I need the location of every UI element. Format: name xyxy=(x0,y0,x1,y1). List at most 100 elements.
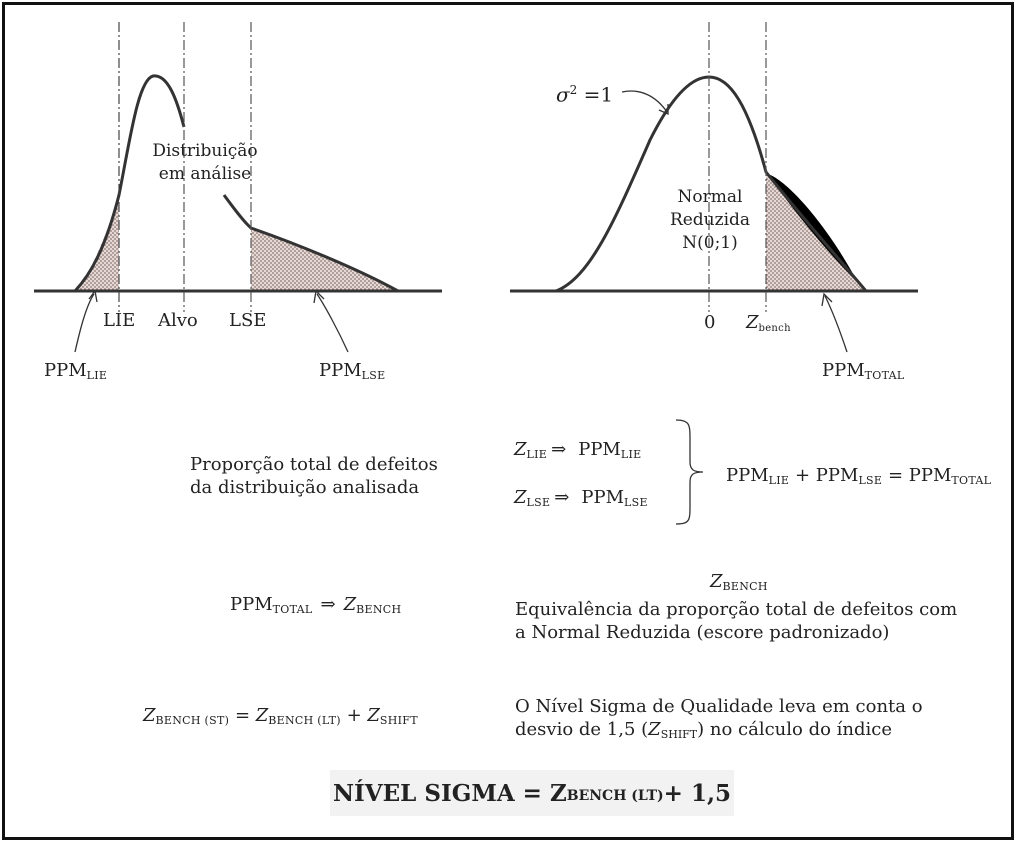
zbench-sub: bench xyxy=(758,323,791,334)
ppm-total-main: PPM xyxy=(822,360,865,381)
lse-axis-label: LSE xyxy=(229,310,267,331)
sigma-pointer xyxy=(621,90,668,113)
z-lse-sub: LSE xyxy=(526,496,551,509)
z-lie-symbol: Z xyxy=(514,439,527,460)
ppm-total-to-zbench: PPMTOTAL ⇒ ZBENCH xyxy=(230,594,402,616)
left-tail-lse-shade xyxy=(251,228,398,291)
row-arrow: ⇒ xyxy=(320,594,336,615)
ppm-lse-sub: LSE xyxy=(361,369,386,382)
z-lse-row: ZLSE ⇒ PPMLSE xyxy=(514,487,648,509)
formula-z3: Z xyxy=(367,705,380,726)
nivel-sigma-text: O Nível Sigma de Qualidade leva em conta… xyxy=(515,695,923,743)
sum-ppm-a: PPM xyxy=(726,465,769,486)
row-ppm-sub: TOTAL xyxy=(272,603,313,616)
nivel-sigma-final-formula: NÍVEL SIGMA = Z BENCH (LT) + 1,5 xyxy=(330,770,734,816)
formula-eq: = xyxy=(229,705,256,726)
distribution-label: Distribuição em análise xyxy=(150,140,260,186)
right-brace xyxy=(675,419,704,525)
row-z-sub: BENCH xyxy=(356,603,402,616)
left-chart xyxy=(34,22,442,353)
formula-z1: Z xyxy=(143,705,156,726)
nivel-line-2z: Z xyxy=(648,719,661,740)
sum-equals: = xyxy=(882,465,909,486)
z-lie-row: ZLIE ⇒ PPMLIE xyxy=(514,439,642,461)
ppm-total-sub: TOTAL xyxy=(864,369,905,382)
zbench-formula: ZBENCH (ST) = ZBENCH (LT) + ZSHIFT xyxy=(143,705,418,727)
row-ppm: PPM xyxy=(230,594,273,615)
ppm-lse-arrowhead xyxy=(313,289,325,304)
z-lie-sub: LIE xyxy=(526,448,548,461)
sigma-symbol: σ xyxy=(556,82,570,107)
alvo-axis-label: Alvo xyxy=(158,310,198,331)
left-tail-lie-shade xyxy=(75,195,119,291)
final-main: NÍVEL SIGMA = Z xyxy=(333,779,567,807)
ppm-total-arrowhead xyxy=(821,292,833,307)
z-lie-ppm: PPM xyxy=(578,439,621,460)
sigma-exponent: 2 xyxy=(569,83,578,97)
nivel-line-2: desvio de 1,5 (ZSHIFT) no cálculo do índ… xyxy=(515,718,923,743)
formula-s3: SHIFT xyxy=(379,714,418,727)
sum-ppm-c-sub: TOTAL xyxy=(951,474,992,487)
sum-ppm-b: PPM xyxy=(815,465,859,486)
zero-axis-label: 0 xyxy=(704,312,716,333)
ppm-lie-label: PPMLIE xyxy=(44,360,108,382)
left-curve-rise xyxy=(73,74,186,293)
zbench-axis-label: Zbench xyxy=(746,312,791,334)
z-lse-ppm: PPM xyxy=(581,487,625,508)
sum-ppm-b-sub: LSE xyxy=(858,474,883,487)
nivel-line-1: O Nível Sigma de Qualidade leva em conta… xyxy=(515,696,923,717)
normal-reduzida-label: Normal Reduzida N(0;1) xyxy=(664,186,756,255)
nivel-line-2s: SHIFT xyxy=(660,728,698,741)
nivel-line-2a: desvio de 1,5 ( xyxy=(515,719,649,740)
zbench-heading: ZBENCH xyxy=(710,571,768,593)
ppm-lie-sub: LIE xyxy=(86,369,108,382)
sum-ppm-c: PPM xyxy=(908,465,952,486)
proporcao-line-1: Proporção total de defeitos xyxy=(190,454,438,475)
final-rest: + 1,5 xyxy=(663,779,731,807)
proporcao-text: Proporção total de defeitos da distribui… xyxy=(190,453,438,499)
z-lie-arrow: ⇒ xyxy=(551,439,567,460)
sigma-label: σ2 =1 xyxy=(556,84,613,105)
distribution-label-line-2: em análise xyxy=(158,164,252,184)
zbench-heading-sub: BENCH xyxy=(722,580,768,593)
ppm-total-pointer xyxy=(824,295,848,353)
sum-ppm-a-sub: LIE xyxy=(768,474,790,487)
z-lse-ppm-sub: LSE xyxy=(624,496,648,509)
ppm-sum-equation: PPMLIE + PPMLSE = PPMTOTAL xyxy=(726,465,992,487)
ppm-lie-pointer xyxy=(74,293,95,353)
ppm-lie-main: PPM xyxy=(44,360,87,381)
row-z: Z xyxy=(343,594,357,615)
z-lse-symbol: Z xyxy=(514,487,527,508)
normal-label-line-2: Reduzida xyxy=(669,210,751,230)
ppm-total-label: PPMTOTAL xyxy=(822,360,905,382)
right-tail-shade xyxy=(766,172,866,291)
formula-z2: Z xyxy=(255,705,269,726)
ppm-lie-arrowhead xyxy=(88,289,98,303)
zbench-main: Z xyxy=(746,312,759,333)
normal-label-line-3: N(0;1) xyxy=(682,233,738,253)
sigma-value: =1 xyxy=(577,82,614,107)
proporcao-line-2: da distribuição analisada xyxy=(190,477,420,498)
nivel-line-2b: ) no cálculo do índice xyxy=(697,719,893,740)
equivalencia-text: Equivalência da proporção total de defei… xyxy=(515,598,957,644)
zbench-heading-z: Z xyxy=(710,571,723,592)
ppm-lse-main: PPM xyxy=(319,360,362,381)
left-curve-tail xyxy=(222,194,399,293)
formula-s2: BENCH (LT) xyxy=(268,714,341,727)
ppm-lse-pointer xyxy=(316,293,349,353)
z-lse-arrow: ⇒ xyxy=(554,487,570,508)
equivalencia-line-2: a Normal Reduzida (escore padronizado) xyxy=(515,622,890,643)
formula-s1: BENCH (ST) xyxy=(155,714,230,727)
z-lie-ppm-sub: LIE xyxy=(620,448,642,461)
right-chart xyxy=(510,22,918,353)
normal-label-line-1: Normal xyxy=(677,187,743,207)
final-sub: BENCH (LT) xyxy=(566,788,664,804)
formula-plus: + xyxy=(340,705,368,726)
sigma-arrowhead xyxy=(658,104,669,116)
equivalencia-line-1: Equivalência da proporção total de defei… xyxy=(515,599,958,620)
distribution-label-line-1: Distribuição xyxy=(152,141,258,161)
sum-plus: + xyxy=(789,465,816,486)
lie-axis-label: LIE xyxy=(103,310,136,331)
